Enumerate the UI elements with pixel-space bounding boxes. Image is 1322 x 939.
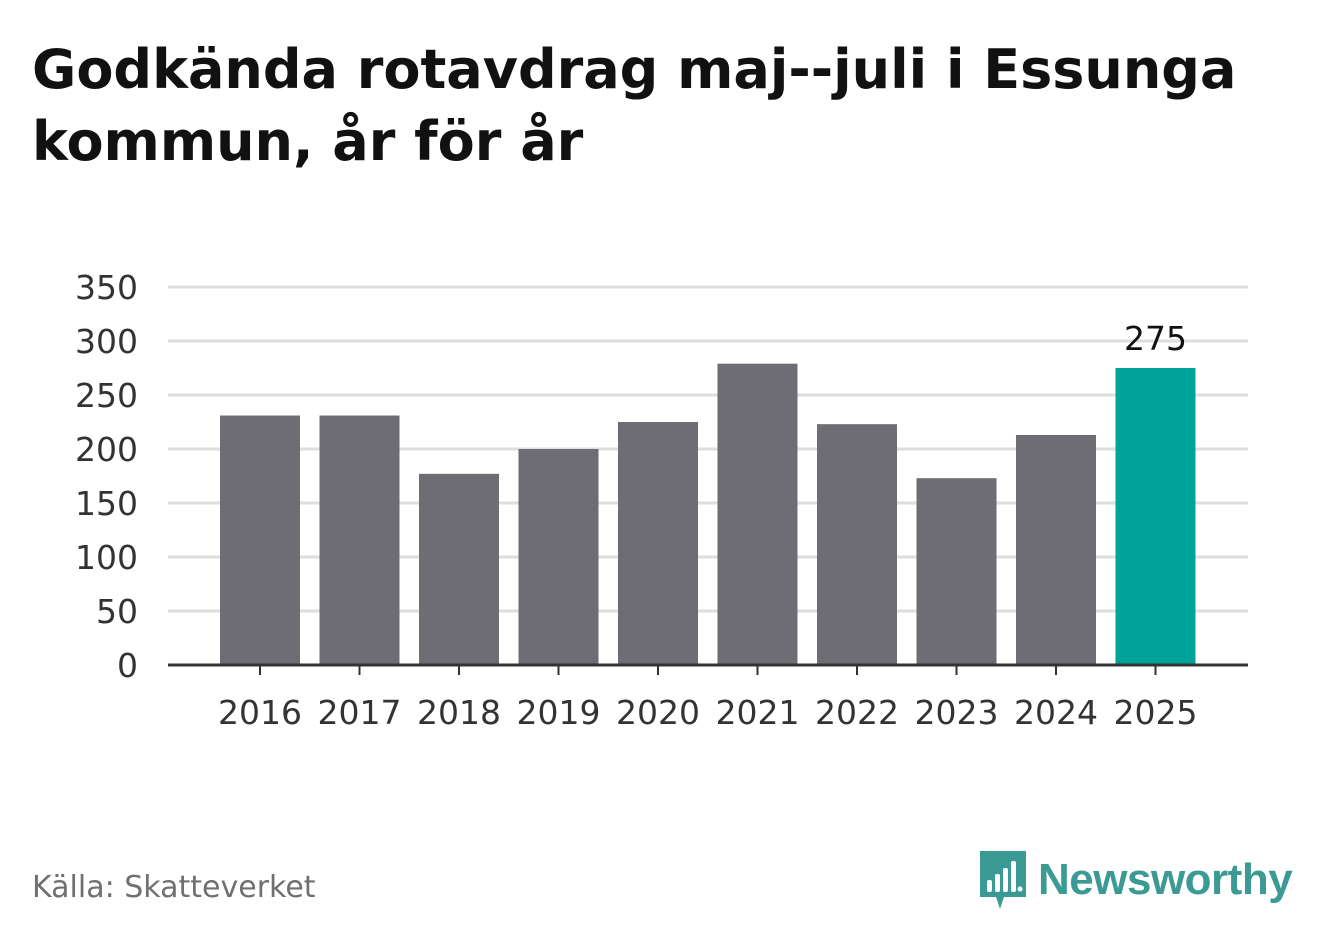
chart-title: Godkända rotavdrag maj--juli i Essunga k… [32,38,1237,173]
y-tick-label: 300 [75,322,138,361]
bar-2019 [518,449,599,665]
y-tick-label: 0 [117,646,138,685]
y-tick-label: 100 [75,538,138,577]
x-tick-label: 2023 [915,693,999,732]
x-tick-label: 2020 [616,693,700,732]
brand-logo: Newsworthy [978,848,1293,912]
bar-2024 [1016,434,1096,665]
bar-2017 [319,415,400,665]
newsworthy-logo-icon [980,851,1026,909]
y-axis-ticks: 0 50 100 150 200 250 300 350 [75,268,138,685]
data-label: 275 [1124,319,1187,358]
bar-2016 [220,415,300,665]
data-labels: 275 [1124,319,1187,358]
source-note: Källa: Skatteverket [32,870,316,905]
bar-2018 [419,473,499,665]
x-tick-label: 2019 [517,693,601,732]
bars [220,363,1196,665]
x-tick-label: 2025 [1114,693,1198,732]
bar-2020 [618,422,698,665]
x-tick-label: 2024 [1014,693,1098,732]
x-tick-label: 2018 [417,693,501,732]
bar-2022 [817,424,897,665]
x-tick-label: 2017 [318,693,402,732]
x-tick-label: 2021 [716,693,800,732]
y-tick-label: 50 [96,592,138,631]
bar-2025 [1115,368,1196,665]
y-tick-label: 350 [75,268,138,307]
x-tick-label: 2016 [218,693,302,732]
bar-2023 [916,478,997,665]
x-axis-ticks: 2016 2017 2018 2019 2020 2021 2022 2023 2024 2025 [218,665,1197,732]
y-tick-label: 200 [75,430,138,469]
y-tick-label: 250 [75,376,138,415]
x-tick-label: 2022 [815,693,899,732]
y-tick-label: 150 [75,484,138,523]
bar-2021 [717,363,798,665]
brand-name: Newsworthy [1038,855,1293,904]
